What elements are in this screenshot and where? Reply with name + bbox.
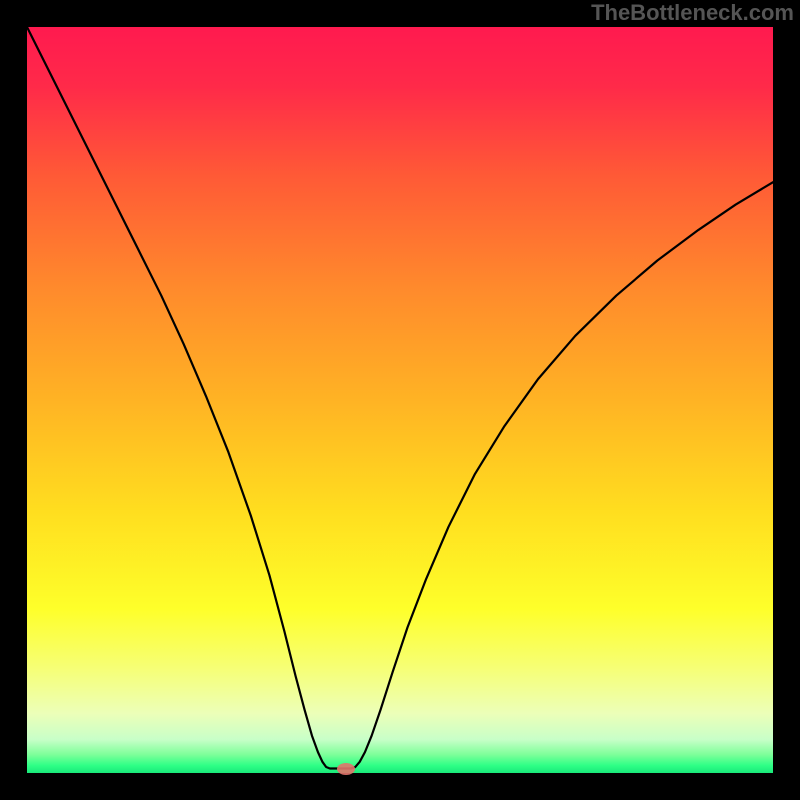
plot-area [27, 27, 773, 773]
curve-path [27, 27, 773, 769]
watermark-text: TheBottleneck.com [591, 0, 794, 26]
optimum-marker [337, 763, 355, 775]
chart-container: TheBottleneck.com [0, 0, 800, 800]
bottleneck-curve [27, 27, 773, 773]
